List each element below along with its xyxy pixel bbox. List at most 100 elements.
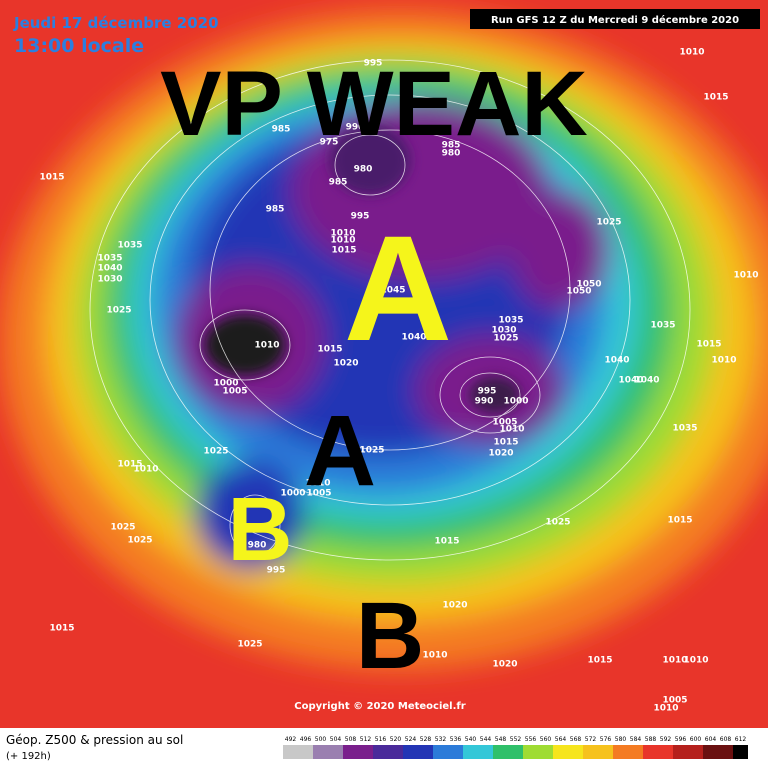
isobar-label: 1015: [587, 656, 612, 666]
isobar-label: 1010: [330, 236, 355, 246]
colorbar-swatch: [478, 745, 493, 759]
colorbar-label: 492: [285, 736, 297, 743]
colorbar: 492 496 500 504 508 512 516 520 524 528 532 536 540 5…: [283, 736, 748, 759]
isobar-label: 980: [248, 541, 267, 551]
colorbar-label: 588: [645, 736, 657, 743]
colorbar-swatch: [283, 745, 298, 759]
colorbar-swatch: [628, 745, 643, 759]
colorbar-swatch: [508, 745, 523, 759]
colorbar-label: 552: [510, 736, 522, 743]
isobar-label: 1025: [545, 518, 570, 528]
colorbar-label: 560: [540, 736, 552, 743]
isobar-label: 1010: [683, 656, 708, 666]
colorbar-label: 500: [315, 736, 327, 743]
colorbar-label: 612: [735, 736, 747, 743]
colorbar-label: 568: [570, 736, 582, 743]
colorbar-swatch: [343, 745, 358, 759]
colorbar-swatch: [418, 745, 433, 759]
isobar-label: 1025: [493, 334, 518, 344]
copyright: Copyright © 2020 Meteociel.fr: [294, 701, 465, 712]
colorbar-label: 576: [600, 736, 612, 743]
colorbar-swatch: [388, 745, 403, 759]
isobar-label: 990: [346, 123, 365, 133]
isobar-label: 995: [351, 212, 370, 222]
isobar-label: 1010: [133, 465, 158, 475]
isobar-label: 1045: [380, 286, 405, 296]
isobar-label: 1015: [39, 173, 64, 183]
colorbar-swatch: [463, 745, 478, 759]
colorbar-swatch: [598, 745, 613, 759]
isobar-label: 990: [475, 397, 494, 407]
colorbar-swatch: [358, 745, 373, 759]
isobar-label: 1000: [503, 397, 528, 407]
isobar-label: 980: [354, 165, 373, 175]
isobar-label: 1035: [97, 254, 122, 264]
colorbar-label: 536: [450, 736, 462, 743]
colorbar-label: 540: [465, 736, 477, 743]
isobar-label: 1040: [634, 376, 659, 386]
colorbar-swatch: [613, 745, 628, 759]
time: 13:00 locale: [14, 35, 144, 57]
high-label: A: [304, 395, 376, 507]
colorbar-label: 572: [585, 736, 597, 743]
isobar-label: 995: [364, 59, 383, 69]
isobar-label: 1010: [254, 341, 279, 351]
date: Jeudi 17 décembre 2020: [13, 14, 219, 32]
isobar-label: 1020: [333, 359, 358, 369]
colorbar-label: 524: [405, 736, 417, 743]
colorbar-label: 556: [525, 736, 537, 743]
isobar-label: 1025: [106, 306, 131, 316]
isobar-label: 1000: [280, 489, 305, 499]
colorbar-swatch: [568, 745, 583, 759]
isobar-label: 1010: [679, 48, 704, 58]
isobar-label: 1005: [306, 489, 331, 499]
isobar-label: 1005: [222, 387, 247, 397]
run: Run GFS 12 Z du Mercredi 9 décembre 2020: [491, 14, 739, 26]
run-box: [470, 9, 760, 29]
colorbar-label: 496: [300, 736, 312, 743]
colorbar-swatch: [703, 745, 718, 759]
colorbar-swatch: [433, 745, 448, 759]
isobar-label: 1035: [117, 241, 142, 251]
colorbar-swatch: [493, 745, 508, 759]
colorbar-label: 528: [420, 736, 432, 743]
isobar-label: 1010: [422, 651, 447, 661]
isobar-label: 1010: [711, 356, 736, 366]
isobar-label: 1015: [49, 624, 74, 634]
colorbar-swatch: [448, 745, 463, 759]
isobar-label: 1020: [488, 449, 513, 459]
isobar-label: 1020: [492, 660, 517, 670]
colorbar-swatch: [733, 745, 748, 759]
low-label: B: [356, 583, 425, 689]
colorbar-swatch: [403, 745, 418, 759]
isobar-label: 1015: [317, 345, 342, 355]
isobar-label: 1040: [401, 333, 426, 343]
colorbar-swatch: [658, 745, 673, 759]
low-label: B: [228, 480, 293, 580]
isobar-label: 1015: [331, 246, 356, 256]
colorbar-swatch: [688, 745, 703, 759]
isobar-label: 1040: [604, 356, 629, 366]
headline: VP WEAK: [160, 53, 588, 155]
colorbar-swatch: [298, 745, 313, 759]
isobar-label: 1035: [650, 321, 675, 331]
isobar-label: 985: [266, 205, 285, 215]
isobar-label: 1025: [203, 447, 228, 457]
colorbar-label: 592: [660, 736, 672, 743]
colorbar-label: 584: [630, 736, 642, 743]
colorbar-label: 596: [675, 736, 687, 743]
isobar-label: 1010: [305, 479, 330, 489]
colorbar-swatch: [583, 745, 598, 759]
colorbar-swatch: [643, 745, 658, 759]
isobar-label: 1010: [662, 656, 687, 666]
colorbar-label: 548: [495, 736, 507, 743]
isobar-label: 1025: [110, 523, 135, 533]
isobar-label: 1010: [330, 229, 355, 239]
isobar-label: 1010: [733, 271, 758, 281]
map-field: [0, 0, 768, 728]
isobar-label: 1030: [491, 326, 516, 336]
isobar-label: 1005: [492, 418, 517, 428]
